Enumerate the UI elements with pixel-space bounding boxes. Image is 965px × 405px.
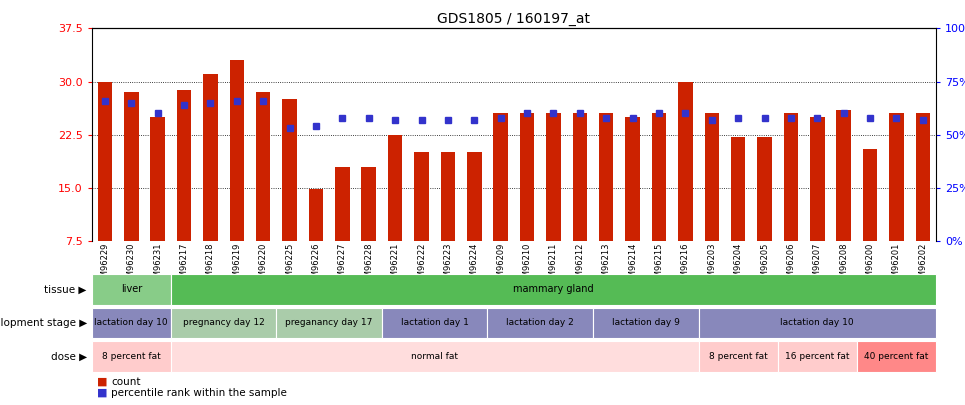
Text: lactation day 2: lactation day 2 — [507, 318, 574, 328]
Bar — [177, 90, 191, 241]
Bar — [704, 113, 719, 241]
Text: lactation day 10: lactation day 10 — [781, 318, 854, 328]
Text: ■: ■ — [96, 388, 107, 398]
Text: lactation day 10: lactation day 10 — [95, 318, 168, 328]
Bar — [678, 81, 693, 241]
Text: percentile rank within the sample: percentile rank within the sample — [111, 388, 287, 398]
Text: 8 percent fat: 8 percent fat — [102, 352, 160, 361]
Bar — [651, 113, 666, 241]
Bar — [810, 117, 824, 241]
Text: 8 percent fat: 8 percent fat — [708, 352, 767, 361]
Bar — [256, 92, 270, 241]
Title: GDS1805 / 160197_at: GDS1805 / 160197_at — [437, 12, 591, 26]
Bar — [441, 152, 455, 241]
Bar — [204, 75, 218, 241]
Text: dose ▶: dose ▶ — [51, 352, 87, 362]
Bar — [230, 60, 244, 241]
Text: tissue ▶: tissue ▶ — [44, 284, 87, 294]
Bar — [546, 113, 561, 241]
Bar — [916, 113, 930, 241]
Bar — [784, 113, 798, 241]
Text: liver: liver — [121, 284, 142, 294]
Bar — [97, 81, 112, 241]
Text: development stage ▶: development stage ▶ — [0, 318, 87, 328]
Text: ■: ■ — [96, 377, 107, 386]
Bar — [863, 149, 877, 241]
Text: normal fat: normal fat — [411, 352, 458, 361]
Bar — [362, 166, 376, 241]
Text: lactation day 1: lactation day 1 — [400, 318, 469, 328]
Bar — [572, 113, 587, 241]
Bar — [599, 113, 614, 241]
Bar — [520, 113, 535, 241]
Bar — [493, 113, 508, 241]
Bar — [335, 166, 349, 241]
Text: lactation day 9: lactation day 9 — [612, 318, 679, 328]
Bar — [283, 99, 297, 241]
Text: mammary gland: mammary gland — [513, 284, 593, 294]
Bar — [758, 137, 772, 241]
Bar — [124, 92, 139, 241]
Bar — [467, 152, 482, 241]
Text: preganancy day 17: preganancy day 17 — [286, 318, 372, 328]
Bar — [414, 152, 428, 241]
Bar — [889, 113, 904, 241]
Bar — [837, 110, 851, 241]
Bar — [625, 117, 640, 241]
Bar — [309, 189, 323, 241]
Bar — [388, 134, 402, 241]
Text: count: count — [111, 377, 141, 386]
Bar — [151, 117, 165, 241]
Text: 16 percent fat: 16 percent fat — [786, 352, 849, 361]
Text: pregnancy day 12: pregnancy day 12 — [182, 318, 264, 328]
Bar — [731, 137, 745, 241]
Text: 40 percent fat: 40 percent fat — [865, 352, 928, 361]
